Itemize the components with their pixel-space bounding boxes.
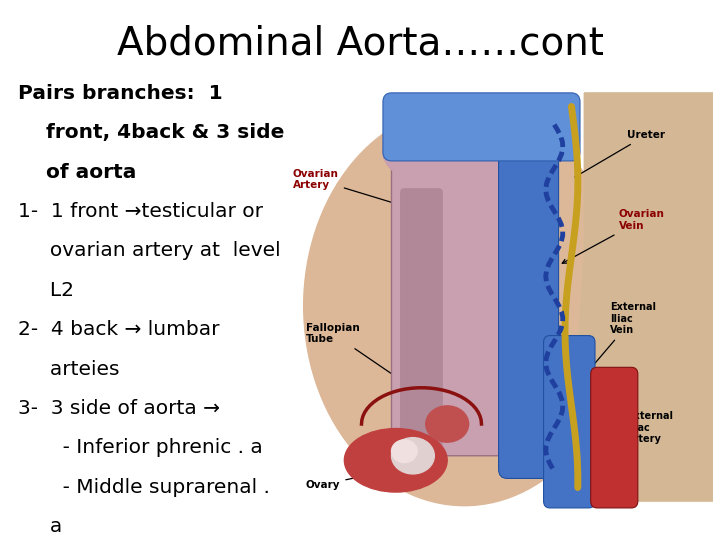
Text: 1-  1 front →testicular or: 1- 1 front →testicular or — [18, 202, 263, 221]
Ellipse shape — [392, 440, 417, 463]
Text: Ureter: Ureter — [575, 130, 665, 177]
Ellipse shape — [392, 437, 434, 474]
Text: 3-  3 side of aorta →: 3- 3 side of aorta → — [18, 399, 220, 418]
Ellipse shape — [344, 429, 447, 492]
Ellipse shape — [304, 106, 625, 505]
Text: Pairs branches:  1: Pairs branches: 1 — [18, 84, 222, 103]
Text: a: a — [18, 517, 62, 536]
FancyBboxPatch shape — [590, 367, 638, 508]
Text: of aorta: of aorta — [18, 163, 136, 181]
Text: Abdominal Aorta……cont: Abdominal Aorta……cont — [117, 24, 603, 62]
Text: Ovarian
Artery: Ovarian Artery — [293, 168, 431, 215]
Text: front, 4back & 3 side: front, 4back & 3 side — [18, 123, 284, 142]
Ellipse shape — [383, 116, 520, 188]
Text: External
Iliac
Vein: External Iliac Vein — [562, 302, 656, 403]
FancyBboxPatch shape — [498, 134, 559, 478]
Text: L2: L2 — [18, 281, 74, 300]
Text: Ovary: Ovary — [306, 469, 392, 490]
Text: External
Iliac
Artery: External Iliac Artery — [609, 411, 673, 454]
Text: Fallopian
Tube: Fallopian Tube — [306, 323, 435, 403]
Ellipse shape — [426, 406, 469, 442]
Text: Ovarian
Vein: Ovarian Vein — [562, 210, 665, 264]
Text: ovarian artery at  level: ovarian artery at level — [18, 241, 281, 260]
Polygon shape — [576, 93, 713, 501]
FancyBboxPatch shape — [400, 188, 443, 447]
Text: - Inferior phrenic . a: - Inferior phrenic . a — [18, 438, 263, 457]
Text: - Middle suprarenal .: - Middle suprarenal . — [18, 478, 270, 497]
Text: 2-  4 back → lumbar: 2- 4 back → lumbar — [18, 320, 220, 339]
FancyBboxPatch shape — [544, 335, 595, 508]
FancyBboxPatch shape — [383, 93, 580, 161]
FancyBboxPatch shape — [392, 120, 511, 456]
Text: arteies: arteies — [18, 360, 120, 379]
